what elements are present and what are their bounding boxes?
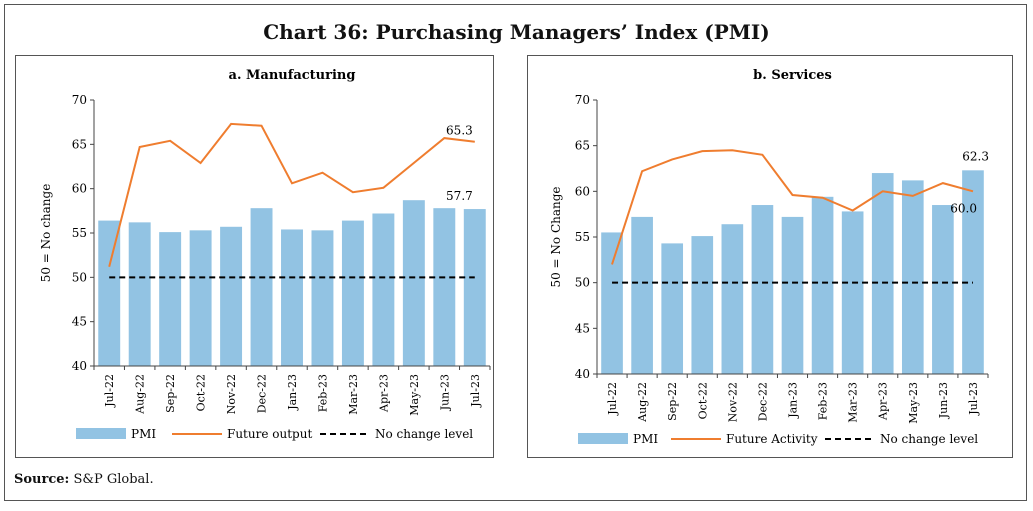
y-tick-label: 65: [575, 139, 590, 153]
future-line: [108, 122, 475, 267]
pmi-bar: [220, 226, 243, 366]
x-tick-label: Nov-22: [726, 382, 739, 422]
y-tick-label: 60: [575, 184, 590, 198]
x-tick-label: Dec-22: [756, 382, 769, 421]
legend-label-future: Future output: [227, 427, 312, 441]
y-axis-label: 50 = No Change: [549, 186, 563, 287]
pmi-bar: [631, 216, 653, 374]
pmi-bar: [433, 208, 456, 366]
y-tick-label: 65: [72, 137, 87, 151]
x-tick-label: Jan-23: [787, 382, 800, 419]
y-tick-label: 45: [575, 321, 590, 335]
x-tick-label: Jul-23: [469, 374, 482, 408]
pmi-bar: [962, 170, 984, 374]
pmi-bar: [901, 180, 924, 374]
pmi-bar: [159, 232, 182, 366]
future-line: [611, 149, 974, 265]
y-tick-label: 45: [72, 315, 87, 329]
legend-swatch-pmi: [578, 433, 628, 444]
x-tick-label: Jun-23: [438, 374, 451, 411]
x-tick-label: Aug-22: [636, 382, 649, 423]
page-title: Chart 36: Purchasing Managers’ Index (PM…: [263, 20, 770, 44]
pmi-bar: [250, 208, 273, 366]
data-label: 57.7: [446, 189, 473, 203]
pmi-bar: [341, 220, 364, 366]
x-tick-label: Jul-22: [103, 374, 116, 408]
x-tick-label: Oct-22: [195, 374, 208, 411]
y-tick-label: 55: [575, 230, 590, 244]
pmi-bar: [601, 232, 623, 374]
y-tick-label: 40: [575, 367, 590, 381]
x-tick-label: May-23: [907, 382, 920, 424]
chart-title: a. Manufacturing: [229, 68, 356, 83]
x-tick-label: Mar-23: [847, 382, 860, 423]
pmi-bar: [781, 216, 804, 374]
source-label: Source:: [14, 472, 70, 487]
pmi-bar: [811, 196, 834, 374]
legend-label-no-change: No change level: [375, 427, 473, 441]
pmi-bar: [661, 243, 684, 374]
x-tick-label: Jun-23: [937, 382, 950, 419]
data-label: 60.0: [950, 201, 977, 215]
y-tick-label: 50: [72, 270, 87, 284]
x-tick-label: Jul-22: [606, 382, 619, 416]
data-label: 62.3: [962, 149, 989, 163]
x-tick-label: Mar-23: [347, 374, 360, 415]
x-tick-label: Oct-22: [696, 382, 709, 419]
pmi-bar: [463, 209, 486, 366]
legend-label-pmi: PMI: [131, 427, 156, 441]
pmi-bar: [311, 230, 334, 366]
manufacturing-panel: a. Manufacturing 50 = No change 40 45 50 55 60…: [15, 55, 494, 458]
y-tick-label: 50: [575, 276, 590, 290]
pmi-bar: [841, 211, 864, 374]
x-tick-label: Jan-23: [286, 374, 299, 411]
x-tick-label: Feb-23: [316, 374, 329, 412]
legend-label-future: Future Activity: [726, 432, 818, 446]
x-tick-label: Nov-22: [225, 374, 238, 414]
pmi-bar: [98, 220, 121, 366]
pmi-bar: [751, 205, 774, 374]
chart-title: b. Services: [753, 68, 832, 83]
pmi-bar: [691, 236, 714, 374]
figure-frame: [4, 4, 1027, 501]
x-tick-label: Sep-22: [666, 382, 679, 421]
y-tick-label: 55: [72, 226, 87, 240]
manufacturing-chart: a. Manufacturing 50 = No change 40 45 50 55 60…: [39, 68, 491, 441]
y-tick-label: 70: [72, 93, 87, 107]
pmi-bar: [189, 230, 212, 366]
legend-swatch-pmi: [76, 428, 126, 439]
y-tick-label: 60: [72, 182, 87, 196]
x-tick-label: Apr-23: [377, 374, 390, 413]
data-label: 65.3: [446, 124, 473, 138]
x-tick-label: Feb-23: [817, 382, 830, 420]
services-panel: b. Services 50 = No Change 40 45 50 55 60 65 70 J…: [527, 55, 1013, 458]
y-axis-label: 50 = No change: [39, 184, 53, 283]
pmi-bar: [871, 173, 894, 374]
pmi-bar: [128, 222, 151, 366]
x-tick-label: Apr-23: [877, 382, 890, 421]
source-text: S&P Global.: [69, 472, 154, 487]
pmi-bar: [932, 205, 954, 374]
legend-label-pmi: PMI: [633, 432, 658, 446]
services-chart: b. Services 50 = No Change 40 45 50 55 60 65 70 J…: [549, 68, 989, 446]
y-tick-label: 40: [72, 359, 87, 373]
x-tick-label: Jul-23: [967, 382, 980, 416]
pmi-bar: [372, 213, 395, 366]
x-tick-label: May-23: [408, 374, 421, 416]
pmi-bar: [402, 200, 425, 366]
pmi-bar: [721, 224, 744, 374]
y-tick-label: 70: [575, 93, 590, 107]
x-tick-label: Sep-22: [164, 374, 177, 413]
source-note: Source: S&P Global.: [14, 472, 154, 487]
x-tick-label: Dec-22: [256, 374, 269, 413]
x-tick-label: Aug-22: [134, 374, 147, 415]
legend-label-no-change: No change level: [880, 432, 978, 446]
pmi-bar: [281, 229, 303, 366]
